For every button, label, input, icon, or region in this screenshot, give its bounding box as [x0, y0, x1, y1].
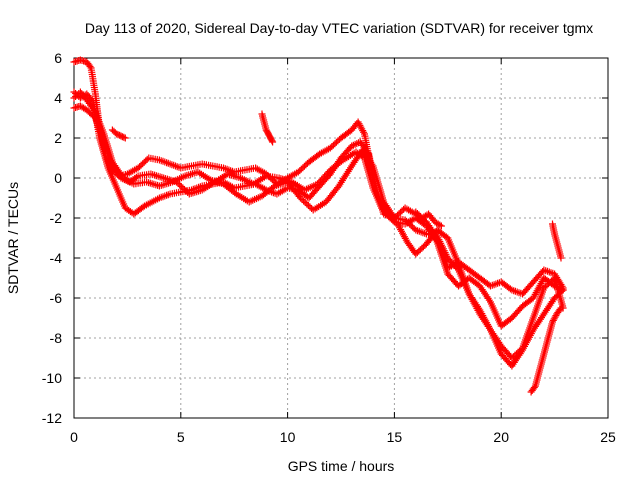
- y-tick-label: 6: [54, 50, 62, 66]
- series-track-8: [108, 126, 129, 142]
- y-tick-label: 4: [54, 90, 62, 106]
- x-tick-label: 20: [493, 429, 509, 445]
- series-track-7: [258, 110, 277, 146]
- axis-ticks: [73, 57, 609, 419]
- x-tick-label: 0: [70, 429, 78, 445]
- plot-frame: [73, 57, 609, 419]
- y-axis-label: SDTVAR / TECUs: [5, 182, 21, 294]
- y-tick-label: -2: [50, 210, 63, 226]
- y-tick-label: 0: [54, 170, 62, 186]
- y-tick-label: 2: [54, 130, 62, 146]
- y-tick-label: -4: [50, 250, 63, 266]
- x-tick-label: 10: [280, 429, 296, 445]
- y-tick-label: -12: [42, 410, 62, 426]
- chart-title: Day 113 of 2020, Sidereal Day-to-day VTE…: [85, 20, 593, 36]
- series-track-6: [549, 220, 565, 262]
- series-track-3: [70, 102, 567, 362]
- plus-markers: [70, 102, 567, 362]
- plus-markers: [258, 110, 277, 146]
- y-tick-label: -6: [50, 290, 63, 306]
- x-tick-label: 25: [600, 429, 616, 445]
- data-series: [70, 56, 567, 396]
- plus-markers: [527, 304, 565, 396]
- x-tick-label: 5: [177, 429, 185, 445]
- y-tick-label: -10: [42, 370, 62, 386]
- series-track-9: [412, 208, 445, 230]
- series-track-4: [70, 88, 567, 370]
- series-track-5: [527, 304, 565, 396]
- plus-markers: [70, 88, 567, 370]
- plus-markers: [412, 208, 445, 230]
- plus-markers: [549, 220, 565, 262]
- x-tick-label: 15: [387, 429, 403, 445]
- x-axis-label: GPS time / hours: [288, 458, 395, 474]
- grid: [74, 58, 608, 418]
- plus-markers: [108, 126, 129, 142]
- y-tick-label: -8: [50, 330, 63, 346]
